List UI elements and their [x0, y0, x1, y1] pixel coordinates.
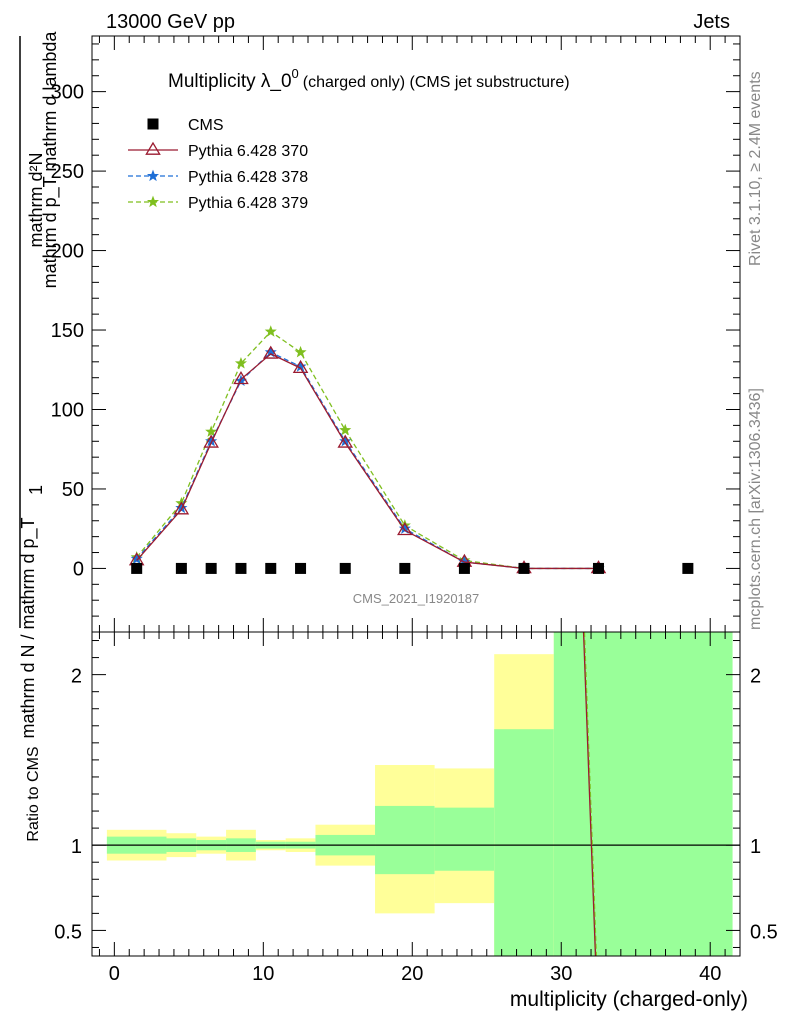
data-point-p379: [234, 357, 248, 369]
series-p379: [130, 325, 605, 574]
data-point-cms: [399, 562, 411, 574]
ratio-ytick-label-right: 1: [750, 836, 761, 858]
ratio-bands: [106, 632, 733, 956]
data-point-p370: [337, 434, 354, 448]
ratio-ytick-label-right: 0.5: [750, 921, 778, 943]
data-point-cms: [458, 562, 470, 574]
legend-marker-p379: [146, 195, 160, 208]
ylabel-pre-denominator: mathrm d N / mathrm d p_T: [18, 517, 39, 738]
ylabel-denominator: mathrm d p_T mathrm d lambda: [40, 31, 61, 289]
chart-title-sup: 0: [292, 66, 299, 81]
data-point-cms: [205, 562, 217, 574]
main-axis-ticks: 0 50 100 150 200 250 300: [51, 36, 740, 632]
ratio-lines: [92, 631, 740, 957]
data-point-p379: [205, 425, 218, 437]
analysis-watermark: CMS_2021_I1920187: [353, 591, 480, 606]
xtick-label: 0: [109, 963, 120, 985]
legend-label-cms: CMS: [188, 117, 224, 134]
data-point-cms: [175, 562, 187, 574]
xtick-label: 40: [699, 963, 721, 985]
legend-entry-p370: Pythia 6.428 370: [128, 141, 308, 160]
ytick-label: 250: [51, 161, 84, 183]
data-point-p370: [173, 501, 190, 515]
data-point-cms: [235, 562, 247, 574]
data-point-cms: [682, 562, 694, 574]
series-cms: [131, 562, 694, 574]
ytick-label: 150: [51, 320, 84, 342]
series-p378: [130, 345, 605, 574]
rivet-label: Rivet 3.1.10, ≥ 2.4M events: [747, 71, 764, 266]
data-point-p370: [203, 434, 219, 448]
data-point-p379: [264, 325, 277, 337]
ratio-band-inner: [553, 632, 733, 956]
ratio-band-inner: [494, 729, 554, 956]
legend-entry-p378: Pythia 6.428 378: [128, 169, 308, 186]
data-point-cms: [339, 562, 351, 574]
data-point-p379: [339, 423, 352, 436]
ytick-label: 300: [51, 82, 84, 104]
data-point-p370: [397, 522, 413, 536]
legend-entry-p379: Pythia 6.428 379: [128, 195, 308, 212]
xtick-label: 20: [401, 963, 423, 985]
header-right: Jets: [693, 11, 730, 33]
ratio-band-inner: [434, 807, 495, 871]
legend-marker-cms: [147, 118, 159, 130]
ratio-band-inner: [375, 805, 435, 875]
data-point-cms: [518, 562, 530, 574]
ratio-line-p370: [582, 631, 597, 957]
data-point-cms: [265, 562, 277, 574]
data-point-p370: [233, 371, 249, 385]
ratio-line-p379: [584, 631, 598, 957]
ratio-ytick-label-left: 0.5: [54, 921, 82, 943]
legend: CMS Pythia 6.428 370 Pythia 6.428 378 Pythi…: [128, 117, 308, 212]
ytick-label: 50: [62, 479, 84, 501]
ylabel-prefactor: 1: [26, 485, 46, 495]
main-series: [128, 325, 694, 574]
data-point-p378: [175, 501, 188, 514]
ytick-label: 100: [51, 399, 84, 421]
header-left: 13000 GeV pp: [106, 11, 235, 33]
ytick-label: 0: [73, 558, 84, 580]
data-point-cms: [295, 562, 307, 574]
ratio-ytick-label-right: 2: [750, 666, 761, 688]
legend-entry-cms: CMS: [147, 117, 224, 134]
data-point-p378: [130, 552, 143, 565]
ylabel-numerator: mathrm d²N: [26, 152, 46, 247]
series-p370: [128, 345, 607, 574]
series-line-p370: [136, 353, 599, 570]
ratio-panel: 0.5 0.51 12 20 10 20 30 40 Ratio to CMS multipl…: [25, 631, 778, 1011]
legend-marker-p370: [145, 141, 161, 155]
data-point-p379: [294, 345, 307, 358]
chart-title: Multiplicity λ_00 (charged only) (CMS jet…: [168, 66, 570, 92]
main-ylabel: mathrm d²N 1 mathrm d N / mathrm d p_T m…: [18, 31, 61, 739]
chart-title-sub: (charged only) (CMS jet substructure): [303, 74, 570, 91]
mcplots-label: mcplots.cern.ch [arXiv:1306.3436]: [747, 388, 764, 630]
series-line-p379: [136, 330, 599, 570]
data-point-p370: [292, 359, 309, 374]
legend-label-p378: Pythia 6.428 378: [188, 169, 308, 186]
x-axis-label: multiplicity (charged-only): [510, 988, 748, 1011]
ratio-ytick-label-left: 1: [71, 836, 82, 858]
chart-title-main: Multiplicity λ_0: [168, 71, 292, 92]
series-line-p378: [136, 351, 599, 570]
ratio-axis-ticks: 0.5 0.51 12 20 10 20 30 40: [54, 632, 778, 985]
legend-label-p370: Pythia 6.428 370: [188, 143, 308, 160]
ratio-ylabel: Ratio to CMS: [25, 746, 42, 841]
data-point-cms: [592, 562, 604, 574]
xtick-label: 10: [252, 963, 274, 985]
ytick-label: 200: [51, 241, 84, 263]
legend-label-p379: Pythia 6.428 379: [188, 195, 308, 212]
data-point-p370: [262, 345, 279, 359]
data-point-cms: [131, 562, 143, 574]
ratio-ytick-label-left: 2: [71, 666, 82, 688]
legend-marker-p378: [146, 169, 160, 182]
xtick-label: 30: [550, 963, 572, 985]
